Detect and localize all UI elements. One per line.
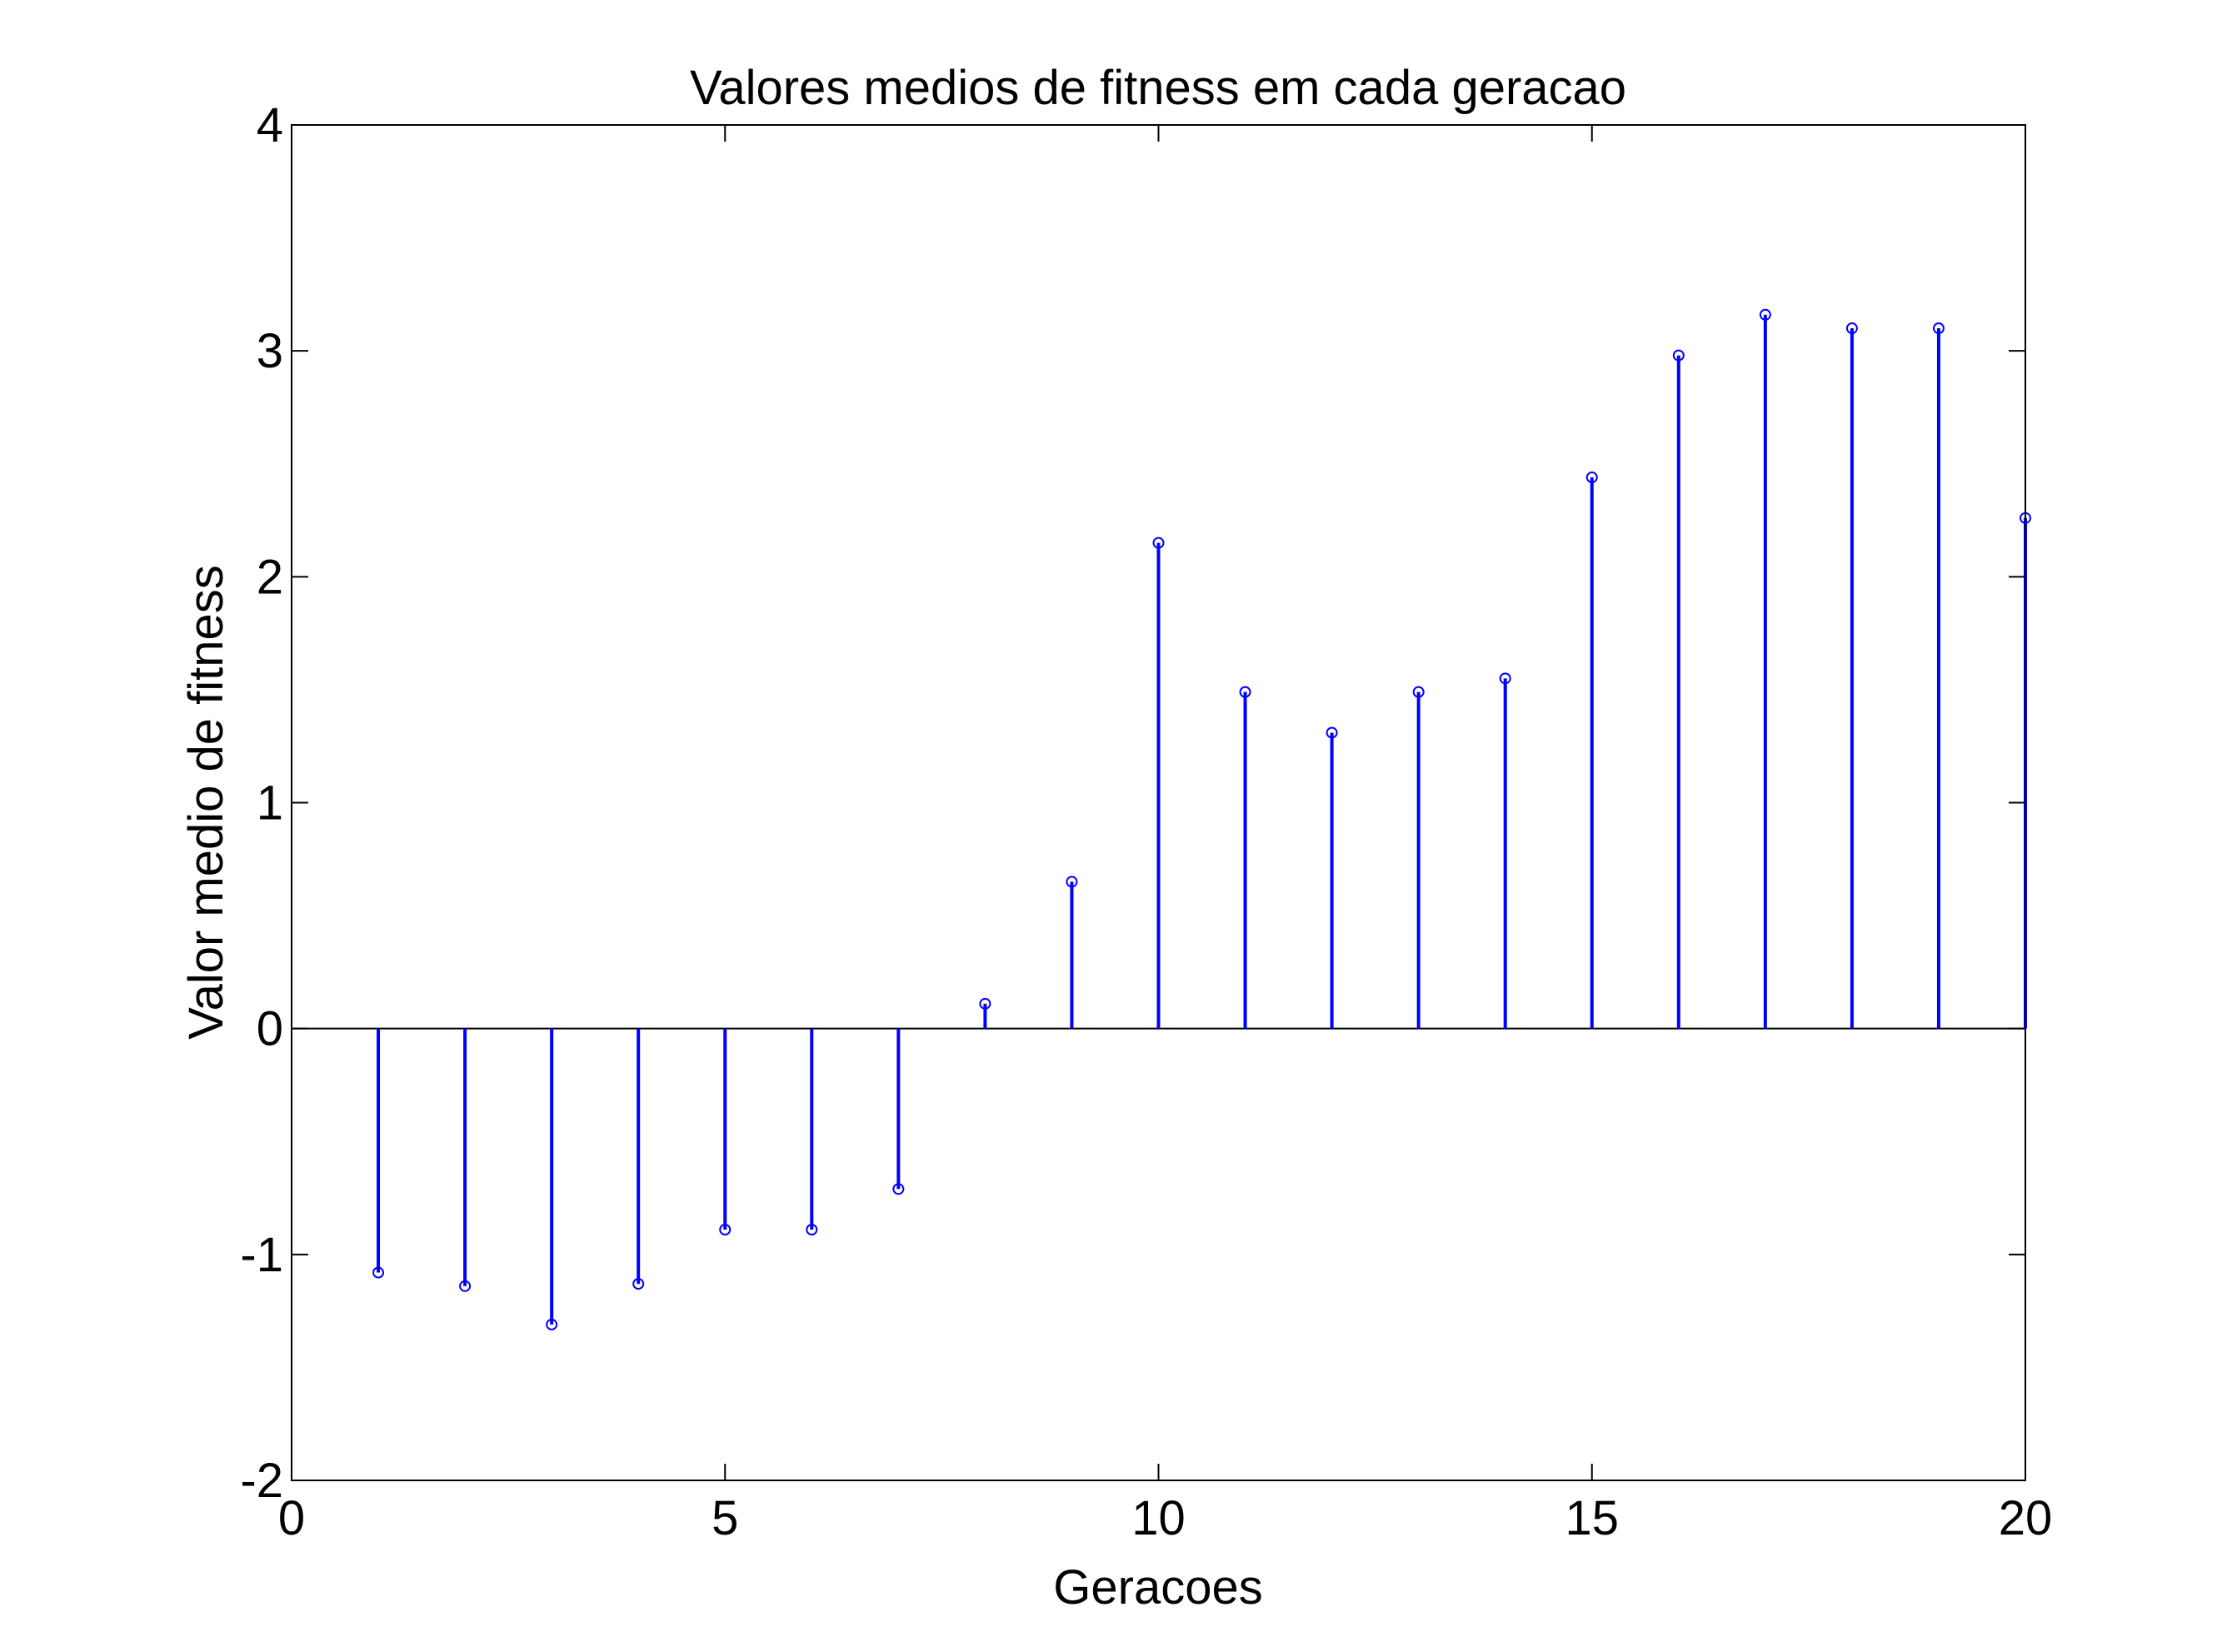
y-tick-label-6: 4 <box>257 98 283 152</box>
y-tick-label-5: 3 <box>257 324 283 378</box>
stem-marker-2 <box>459 1280 472 1292</box>
x-tick-label-0: 0 <box>278 1491 305 1545</box>
stem-marker-15 <box>1585 472 1598 484</box>
x-tick-label-1: 5 <box>712 1491 738 1545</box>
stem-marker-19 <box>1932 322 1945 335</box>
y-tick-label-3: 1 <box>257 776 283 831</box>
y-axis-label: Valor medio de fitness <box>179 565 233 1040</box>
stem-marker-13 <box>1412 686 1425 698</box>
stem-marker-14 <box>1499 672 1511 685</box>
stem-marker-6 <box>806 1224 818 1236</box>
stem-marker-12 <box>1326 726 1338 739</box>
x-tick-label-2: 10 <box>1131 1491 1186 1545</box>
x-tick-label-3: 15 <box>1565 1491 1619 1545</box>
x-tick-labels: 0 5 10 15 20 <box>278 1491 2052 1545</box>
stem-marker-17 <box>1759 308 1771 321</box>
axes-box <box>291 124 2026 1481</box>
stem-marker-9 <box>1066 876 1078 888</box>
y-tick-label-0: -2 <box>240 1454 283 1508</box>
stem-marker-1 <box>372 1266 385 1279</box>
stem-series <box>372 308 2031 1330</box>
y-tick-label-2: 0 <box>257 1002 283 1056</box>
y-tick-label-4: 2 <box>257 550 283 604</box>
stem-marker-16 <box>1672 349 1685 362</box>
stem-marker-3 <box>546 1318 558 1330</box>
stem-marker-5 <box>719 1224 732 1236</box>
x-tick-label-4: 20 <box>1999 1491 2053 1545</box>
stem-marker-11 <box>1239 686 1251 698</box>
stem-marker-8 <box>979 997 991 1010</box>
stem-marker-10 <box>1152 537 1165 549</box>
stem-marker-18 <box>1845 322 1858 335</box>
x-axis-label: Geracoes <box>1053 1560 1262 1615</box>
stem-marker-4 <box>632 1278 645 1290</box>
y-tick-label-1: -1 <box>240 1228 283 1282</box>
stem-marker-7 <box>892 1183 905 1195</box>
chart-title: Valores medios de fitness em cada geraca… <box>690 61 1626 115</box>
y-tick-labels: -2 -1 0 1 2 3 4 <box>240 98 283 1508</box>
